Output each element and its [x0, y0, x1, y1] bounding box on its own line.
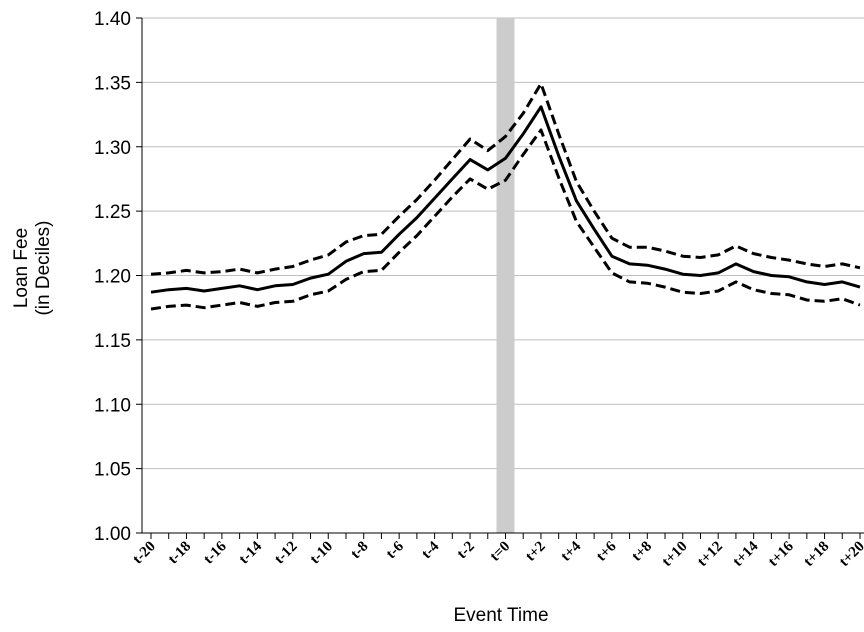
x-tick-label: t+4: [558, 538, 585, 565]
series-lines: [150, 82, 861, 311]
y-tick-label: 1.15: [94, 331, 131, 352]
x-tick-label: t+10: [659, 539, 690, 570]
event-window-band: [496, 18, 515, 533]
y-axis-label-line-2: (in Deciles): [33, 220, 54, 315]
mean-line: [150, 105, 861, 294]
y-tick-label: 1.25: [94, 202, 131, 223]
x-tick-label: t+18: [801, 539, 832, 570]
x-tick-label: t-8: [348, 539, 372, 563]
y-tick-label: 1.10: [94, 395, 131, 416]
x-tick-label: t+6: [593, 538, 620, 565]
axes: [136, 17, 864, 539]
x-tick-label: t+12: [695, 539, 726, 570]
x-tick-label: t-6: [383, 538, 407, 562]
confidence-bound-line: [150, 128, 861, 311]
x-tick-label: t+20: [836, 539, 864, 570]
x-tick-label: t=0: [487, 539, 513, 565]
y-axis-label: Loan Fee (in Deciles): [11, 220, 54, 315]
x-tick-label: t+16: [765, 538, 797, 570]
x-tick-label: t+8: [629, 539, 655, 565]
x-tick-labels: t-20 t-18 t-16 t-14 t-12 t-10 t-8 t-6 t-4 t-2 t=0 t…: [130, 538, 864, 570]
x-tick-label: t-2: [454, 539, 478, 563]
x-tick-label: t-16: [201, 538, 230, 567]
y-tick-labels: 1.00 1.05 1.10 1.15 1.20 1.25 1.30 1.35 1.40: [94, 9, 131, 545]
y-tick-label: 1.05: [94, 460, 131, 481]
y-axis-label-line-1: Loan Fee: [11, 228, 32, 308]
x-tick-label: t-10: [307, 539, 336, 568]
x-tick-label: t+2: [523, 539, 549, 565]
y-tick-label: 1.35: [94, 73, 131, 94]
y-tick-label: 1.00: [94, 524, 131, 545]
y-tick-label: 1.30: [94, 138, 131, 159]
x-tick-label: t-18: [165, 539, 194, 568]
y-tick-label: 1.20: [94, 267, 131, 288]
x-tick-label: t+14: [730, 538, 762, 570]
x-tick-label: t-14: [236, 538, 265, 567]
x-tick-label: t-12: [272, 539, 301, 568]
event-highlight-band: [496, 18, 515, 533]
y-tick-label: 1.40: [94, 9, 131, 30]
x-axis-label: Event Time: [453, 605, 548, 626]
x-tick-label: t-4: [419, 538, 443, 562]
x-tick-label: t-20: [130, 539, 159, 568]
confidence-bound-line: [150, 82, 861, 276]
